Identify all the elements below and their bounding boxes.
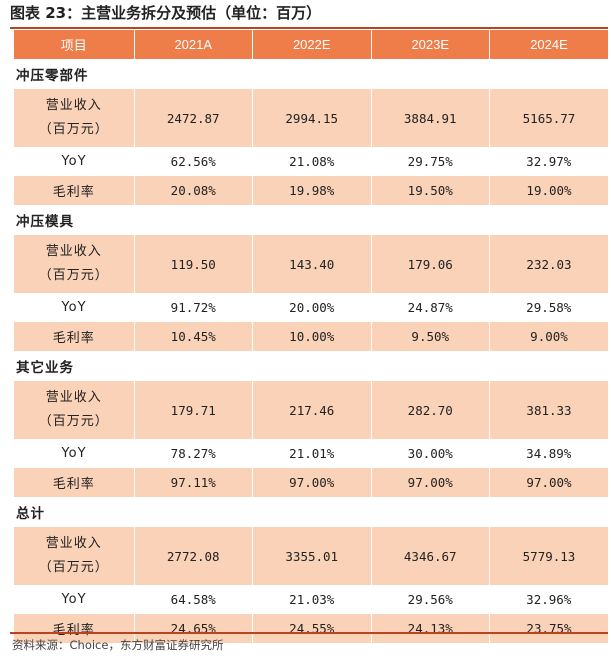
revenue-label-line1: 营业收入 [45, 536, 102, 551]
gross-margin-cell: 19.50% [370, 176, 490, 205]
revenue-label: 营业收入 （百万元） [14, 234, 134, 293]
yoy-label: YoY [14, 585, 134, 614]
yoy-label: YoY [14, 439, 134, 468]
revenue-label-line2: （百万元） [38, 268, 109, 283]
gross-margin-cell: 19.00% [489, 176, 608, 205]
gross-margin-cell: 23.75% [489, 614, 608, 643]
revenue-cell: 2472.87 [133, 88, 253, 147]
revenue-label-line1: 营业收入 [45, 98, 102, 113]
gross-margin-row: 毛利率 10.45% 10.00% 9.50% 9.00% [14, 322, 608, 351]
revenue-cell: 381.33 [489, 380, 608, 439]
section-title: 冲压模具 [16, 213, 74, 230]
revenue-cell: 3355.01 [252, 526, 371, 585]
revenue-row: 营业收入 （百万元） 2472.87 2994.15 3884.91 5165.7… [14, 88, 608, 147]
header-cell: 项目 [14, 30, 134, 59]
gross-margin-cell: 9.50% [370, 322, 490, 351]
yoy-row: YoY 91.72% 20.00% 24.87% 29.58% [14, 293, 608, 322]
revenue-cell: 5779.13 [489, 526, 608, 585]
gross-margin-cell: 97.00% [252, 468, 371, 497]
header-cell: 2023E [370, 30, 490, 59]
header-cell: 2024E [489, 30, 608, 59]
gross-margin-row: 毛利率 97.11% 97.00% 97.00% 97.00% [14, 468, 608, 497]
revenue-cell: 179.06 [370, 234, 490, 293]
revenue-label-line1: 营业收入 [45, 390, 102, 405]
yoy-cell: 21.08% [252, 147, 371, 176]
gross-margin-label: 毛利率 [14, 176, 134, 205]
yoy-cell: 34.89% [489, 439, 608, 468]
yoy-row: YoY 64.58% 21.03% 29.56% 32.96% [14, 585, 608, 614]
section-header-row: 冲压零部件 [14, 59, 608, 89]
forecast-table: 项目 2021A 2022E 2023E 2024E 冲压零部件 营业收入 （百万… [14, 30, 608, 643]
source-note: 资料来源：Choice，东方财富证券研究所 [12, 638, 224, 652]
section-title: 冲压零部件 [16, 67, 89, 84]
revenue-label: 营业收入 （百万元） [14, 88, 134, 147]
table-body: 冲压零部件 营业收入 （百万元） 2472.87 2994.15 3884.91 … [14, 59, 608, 643]
section-header-row: 冲压模具 [14, 205, 608, 235]
revenue-row: 营业收入 （百万元） 179.71 217.46 282.70 381.33 [14, 380, 608, 439]
gross-margin-row: 毛利率 20.08% 19.98% 19.50% 19.00% [14, 176, 608, 205]
yoy-label: YoY [14, 147, 134, 176]
yoy-cell: 30.00% [371, 439, 490, 468]
yoy-cell: 32.96% [489, 585, 608, 614]
yoy-cell: 29.56% [371, 585, 490, 614]
revenue-label: 营业收入 （百万元） [14, 526, 134, 585]
yoy-cell: 62.56% [134, 147, 253, 176]
revenue-label-line2: （百万元） [38, 414, 109, 429]
revenue-cell: 5165.77 [489, 88, 608, 147]
section-header-row: 其它业务 [14, 351, 608, 381]
section-header-row: 总计 [14, 497, 608, 527]
gross-margin-cell: 10.00% [252, 322, 371, 351]
revenue-cell: 232.03 [489, 234, 608, 293]
revenue-cell: 217.46 [252, 380, 371, 439]
yoy-cell: 78.27% [134, 439, 253, 468]
revenue-cell: 2994.15 [252, 88, 371, 147]
gross-margin-cell: 97.00% [370, 468, 490, 497]
table-header-row: 项目 2021A 2022E 2023E 2024E [14, 30, 608, 59]
header-cell: 2022E [252, 30, 371, 59]
gross-margin-cell: 97.11% [133, 468, 253, 497]
revenue-cell: 143.40 [252, 234, 371, 293]
section-title: 其它业务 [16, 359, 74, 376]
yoy-cell: 29.75% [371, 147, 490, 176]
yoy-cell: 24.87% [371, 293, 490, 322]
bottom-rule [10, 632, 608, 634]
revenue-label-line2: （百万元） [38, 122, 109, 137]
revenue-row: 营业收入 （百万元） 2772.08 3355.01 4346.67 5779.1… [14, 526, 608, 585]
yoy-cell: 20.00% [252, 293, 371, 322]
gross-margin-label: 毛利率 [14, 468, 134, 497]
gross-margin-cell: 19.98% [252, 176, 371, 205]
yoy-row: YoY 78.27% 21.01% 30.00% 34.89% [14, 439, 608, 468]
gross-margin-cell: 9.00% [489, 322, 608, 351]
gross-margin-label: 毛利率 [14, 322, 134, 351]
gross-margin-cell: 10.45% [133, 322, 253, 351]
revenue-cell: 3884.91 [370, 88, 490, 147]
yoy-cell: 32.97% [489, 147, 608, 176]
revenue-cell: 2772.08 [133, 526, 253, 585]
revenue-label: 营业收入 （百万元） [14, 380, 134, 439]
gross-margin-cell: 20.08% [133, 176, 253, 205]
section-title: 总计 [16, 505, 45, 522]
revenue-cell: 4346.67 [370, 526, 490, 585]
yoy-row: YoY 62.56% 21.08% 29.75% 32.97% [14, 147, 608, 176]
top-rule [10, 27, 608, 29]
yoy-cell: 64.58% [134, 585, 253, 614]
yoy-cell: 21.03% [252, 585, 371, 614]
revenue-label-line2: （百万元） [38, 560, 109, 575]
revenue-row: 营业收入 （百万元） 119.50 143.40 179.06 232.03 [14, 234, 608, 293]
gross-margin-cell: 24.13% [370, 614, 490, 643]
revenue-cell: 179.71 [133, 380, 253, 439]
revenue-cell: 119.50 [133, 234, 253, 293]
gross-margin-cell: 97.00% [489, 468, 608, 497]
revenue-cell: 282.70 [370, 380, 490, 439]
yoy-cell: 91.72% [134, 293, 253, 322]
gross-margin-cell: 24.55% [252, 614, 371, 643]
gross-margin-label: 毛利率 [14, 614, 134, 643]
revenue-label-line1: 营业收入 [45, 244, 102, 259]
header-cell: 2021A [133, 30, 253, 59]
figure-title: 图表 23：主营业务拆分及预估（单位：百万） [10, 4, 322, 22]
yoy-label: YoY [14, 293, 134, 322]
yoy-cell: 29.58% [489, 293, 608, 322]
yoy-cell: 21.01% [252, 439, 371, 468]
